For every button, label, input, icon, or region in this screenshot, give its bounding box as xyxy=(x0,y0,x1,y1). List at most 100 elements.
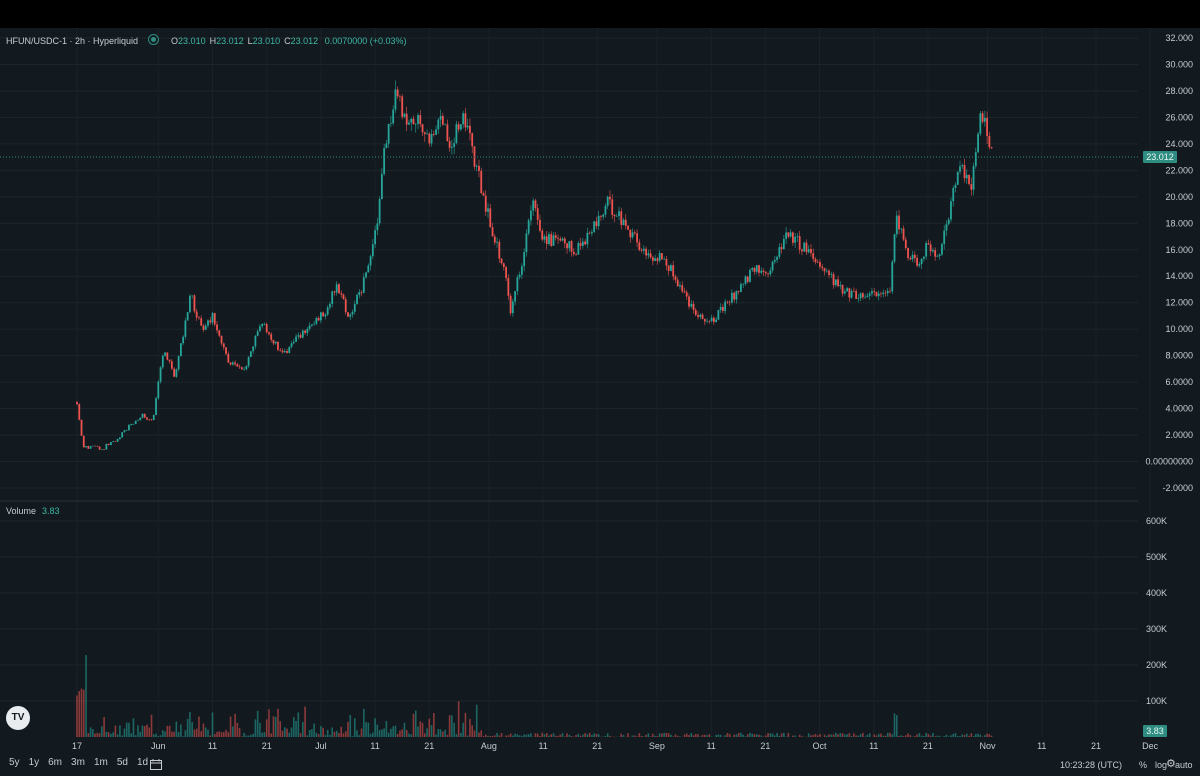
candle-body xyxy=(577,243,580,255)
volume-bar xyxy=(376,724,379,737)
timeframe-5y[interactable]: 5y xyxy=(9,757,20,768)
volume-bar xyxy=(423,733,426,737)
volume-bar xyxy=(880,733,882,737)
timeframe-1m[interactable]: 1m xyxy=(93,757,108,768)
volume-bar xyxy=(94,733,96,737)
volume-bar xyxy=(785,736,787,737)
volume-bar xyxy=(78,691,81,737)
log-scale-toggle[interactable]: log xyxy=(1155,760,1168,770)
volume-bar xyxy=(378,730,381,737)
candle-body xyxy=(909,258,912,260)
volume-bar xyxy=(446,734,449,737)
candle-body xyxy=(613,214,616,217)
percent-scale-toggle[interactable]: % xyxy=(1139,760,1148,770)
timeframe-5d[interactable]: 5d xyxy=(116,757,128,768)
candle-body xyxy=(216,324,218,331)
candle-body xyxy=(286,351,288,353)
chart-canvas[interactable]: 32.000 30.000 28.000 26.000 24.000 22.000 20.0… xyxy=(0,28,1200,776)
volume-bar xyxy=(125,722,128,737)
timeframe-1y[interactable]: 1y xyxy=(28,757,40,768)
volume-bar xyxy=(150,714,153,737)
utc-clock[interactable]: 10:23:28 (UTC) xyxy=(1060,760,1123,770)
volume-bar xyxy=(753,734,756,737)
candle-body xyxy=(412,118,415,125)
volume-bar xyxy=(622,735,625,737)
tradingview-logo-icon[interactable]: TV xyxy=(6,706,30,730)
candle-body xyxy=(128,424,130,431)
auto-scale-toggle[interactable]: auto xyxy=(1175,760,1193,770)
candle-body xyxy=(977,133,979,153)
candle-body xyxy=(724,301,727,312)
candle-body xyxy=(91,445,94,447)
volume-bar xyxy=(550,734,553,737)
candle-body xyxy=(855,290,858,299)
volume-bar xyxy=(134,735,137,737)
volume-bar xyxy=(333,731,336,737)
candle-body xyxy=(925,243,928,257)
volume-bar xyxy=(631,735,634,737)
time-tick-label: 21 xyxy=(760,741,770,751)
candle-body xyxy=(541,230,544,240)
candle-body xyxy=(785,232,788,239)
time-tick-label: 11 xyxy=(370,741,379,751)
price-tick-label: 22.000 xyxy=(1165,165,1193,175)
candle-body xyxy=(791,232,794,243)
candle-body xyxy=(649,253,652,258)
volume-bar xyxy=(575,734,577,737)
candle-body xyxy=(116,439,119,442)
volume-bar xyxy=(895,715,898,737)
candle-body xyxy=(726,301,729,303)
volume-bar xyxy=(372,732,374,737)
volume-bar xyxy=(751,733,754,737)
candle-body xyxy=(514,291,517,302)
price-tick-label: -2.0000 xyxy=(1162,483,1193,493)
candle-body xyxy=(446,124,449,142)
volume-bar xyxy=(498,735,501,737)
volume-bar xyxy=(708,734,711,737)
candle-body xyxy=(918,264,921,266)
timeframe-6m[interactable]: 6m xyxy=(48,757,63,768)
candle-body xyxy=(579,243,582,246)
calendar-icon[interactable] xyxy=(150,759,162,770)
volume-bar xyxy=(584,733,586,737)
symbol-label[interactable]: HFUN/USDC-1 · 2h · Hyperliquid xyxy=(6,36,139,46)
candle-body xyxy=(462,113,465,125)
candle-body xyxy=(681,285,684,292)
volume-bar xyxy=(220,732,223,737)
candle-body xyxy=(884,292,887,294)
volume-bar xyxy=(898,736,900,737)
candle-body xyxy=(220,335,223,344)
candle-body xyxy=(875,291,878,297)
candle-body xyxy=(170,361,173,369)
volume-bar xyxy=(76,695,78,737)
last-volume-tag xyxy=(1143,725,1167,737)
volume-bar xyxy=(774,735,776,737)
timeframe-1d[interactable]: 1d xyxy=(136,757,149,768)
candle-body xyxy=(193,295,196,312)
volume-bar xyxy=(965,733,968,737)
candle-body xyxy=(647,253,650,256)
timeframe-3m[interactable]: 3m xyxy=(71,757,85,768)
candle-body xyxy=(82,435,85,448)
time-tick-label: Oct xyxy=(813,741,828,751)
candle-body xyxy=(322,312,325,317)
volume-bar xyxy=(667,733,670,737)
volume-bar xyxy=(530,733,532,737)
candle-body xyxy=(338,284,340,294)
candle-body xyxy=(444,124,447,126)
volume-legend: Volume 3.83 xyxy=(6,506,60,516)
volume-bar xyxy=(299,733,302,737)
candle-body xyxy=(130,424,133,425)
candle-body xyxy=(857,298,860,299)
volume-bar xyxy=(823,734,826,737)
candle-body xyxy=(548,234,550,244)
volume-bar xyxy=(410,734,413,737)
volume-bar xyxy=(564,736,566,737)
volume-bar xyxy=(643,736,645,737)
candle-body xyxy=(347,312,349,317)
candle-body xyxy=(651,257,654,261)
time-tick-label: 11 xyxy=(538,741,547,751)
volume-tick-label: 200K xyxy=(1146,660,1167,670)
settings-gear-icon[interactable]: ⚙ xyxy=(1166,758,1176,770)
volume-bar xyxy=(977,733,979,737)
